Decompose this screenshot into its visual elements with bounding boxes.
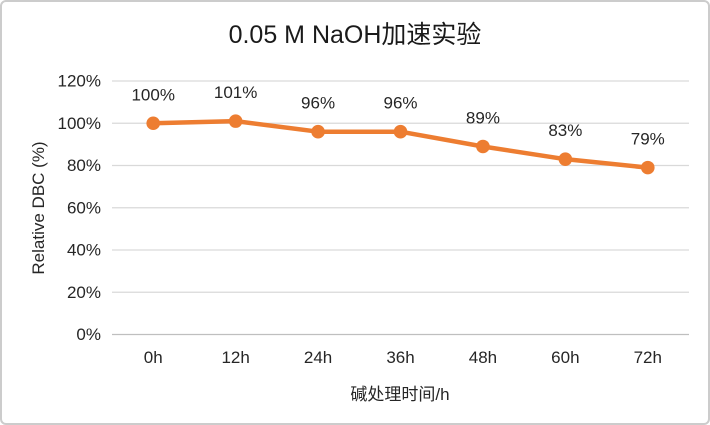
data-label: 83% bbox=[548, 121, 582, 140]
data-point-marker bbox=[558, 152, 573, 166]
data-point-marker bbox=[228, 114, 243, 128]
y-tick-label: 80% bbox=[67, 156, 101, 175]
y-tick-label: 100% bbox=[58, 114, 101, 133]
data-label: 100% bbox=[131, 85, 174, 104]
data-label: 79% bbox=[631, 130, 665, 149]
x-axis-title: 碱处理时间/h bbox=[350, 385, 450, 404]
data-point-marker bbox=[393, 124, 408, 139]
x-tick-label: 12h bbox=[221, 348, 249, 367]
data-label: 89% bbox=[466, 108, 500, 127]
data-label: 96% bbox=[301, 94, 335, 113]
data-label: 96% bbox=[383, 94, 417, 113]
y-tick-label: 0% bbox=[76, 325, 101, 344]
y-tick-label: 20% bbox=[67, 283, 101, 302]
x-tick-label: 72h bbox=[634, 348, 662, 367]
y-tick-label: 40% bbox=[67, 241, 101, 260]
data-point-marker bbox=[640, 160, 655, 175]
x-tick-label: 60h bbox=[551, 348, 579, 367]
x-tick-label: 0h bbox=[144, 348, 163, 367]
data-point-marker bbox=[146, 116, 161, 131]
chart-title: 0.05 M NaOH加速实验 bbox=[228, 21, 482, 49]
y-tick-label: 60% bbox=[67, 198, 101, 217]
x-tick-label: 36h bbox=[386, 348, 414, 367]
y-tick-label: 120% bbox=[58, 72, 101, 91]
data-point-marker bbox=[476, 139, 490, 154]
x-tick-label: 48h bbox=[469, 348, 497, 367]
x-tick-label: 24h bbox=[304, 348, 332, 367]
data-point-marker bbox=[311, 124, 325, 139]
data-label: 101% bbox=[214, 83, 257, 102]
